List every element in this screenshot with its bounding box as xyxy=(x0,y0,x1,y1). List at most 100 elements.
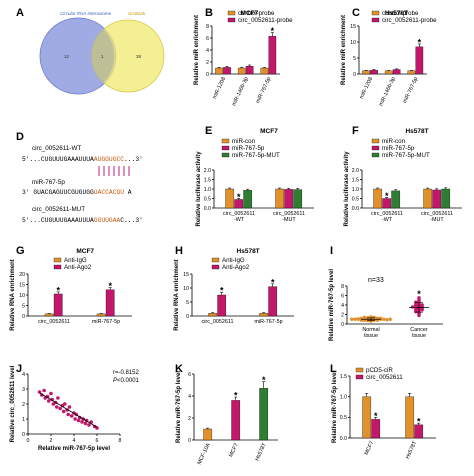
J-xlabel: Relative miR-767-5p level xyxy=(38,446,110,452)
C-ytick-label-3: 15 xyxy=(350,24,356,30)
I-ytick-label-2: 4 xyxy=(341,303,344,309)
G-bar-0-0 xyxy=(44,313,54,317)
I-star-1: * xyxy=(417,289,421,299)
K-ytick-label-1: 2 xyxy=(188,416,191,422)
I-point-0-28 xyxy=(385,318,389,322)
F-xtick-label-1-line-0: circ_0052611 xyxy=(421,211,453,217)
G-xtick-label-0-line-0: circ_0052611 xyxy=(38,319,70,325)
J-point-1 xyxy=(40,393,44,397)
E-ytick-label-2: 1.0 xyxy=(204,187,211,193)
B-legend-swatch-0 xyxy=(227,10,236,16)
H-star-1-1: * xyxy=(271,277,275,287)
panel-j-p-symbol: P xyxy=(113,378,117,384)
I-point-0-30 xyxy=(388,317,392,321)
K-bar-1-0 xyxy=(231,400,241,441)
I-point-0-26 xyxy=(362,315,367,320)
L-ytick-label-1: 0.5 xyxy=(340,415,347,421)
B-xtick-label-2: miR-767-5p xyxy=(255,76,272,104)
F-legend-label-1: miR-767-5p xyxy=(382,145,415,152)
J-point-10 xyxy=(54,405,59,409)
E-bar-1-0 xyxy=(275,188,285,209)
J-ytick-label-4: 4 xyxy=(22,372,25,378)
panel-j-p-value: <0.0001 xyxy=(117,378,140,384)
C-legend-swatch-1 xyxy=(371,17,380,23)
E-bar-0-2 xyxy=(243,190,253,209)
L-legend-label-0: pCD5-ciR xyxy=(366,367,393,374)
I-ytick-label-0: 0 xyxy=(341,322,344,328)
C-bar-1-1 xyxy=(392,69,401,75)
B-bar-0-0 xyxy=(215,67,223,75)
E-legend-label-1: miR-767-5p xyxy=(232,145,265,152)
L-ylabel: Relative miR-767-5p level xyxy=(332,371,338,443)
panel-j-p: P<0.0001 xyxy=(113,378,140,384)
F-xtick-label-1-line-1: -MUT xyxy=(430,217,444,223)
C-bar-1-0 xyxy=(384,70,393,75)
B-ytick-label-2: 4 xyxy=(206,48,209,54)
C-ylabel: Relative miR enrichment xyxy=(341,15,347,85)
F-legend-swatch-1 xyxy=(371,145,380,151)
F-ytick-label-1: 0.5 xyxy=(352,196,359,202)
I-xtick-label-0-line-1: tissue xyxy=(364,333,378,339)
panel-d: D circ_0052611-WT 5'...CUGUUUGAAAUUUAAUG… xyxy=(16,131,143,224)
F-legend-label-0: miR-con xyxy=(382,138,406,145)
G-legend-swatch-0 xyxy=(53,257,62,263)
J-point-7 xyxy=(50,397,54,402)
C-xtick-label-0: miR-1208 xyxy=(359,76,374,100)
B-bar-1-0 xyxy=(237,67,246,75)
H-ytick-label-2: 10 xyxy=(183,286,189,292)
G-ylabel: Relative RNA enrichment xyxy=(10,259,16,330)
J-ytick-label-2: 2 xyxy=(22,402,25,408)
H-star-0-1: * xyxy=(220,286,224,296)
E-bar-1-1 xyxy=(284,189,294,209)
G-ytick-label-3: 15 xyxy=(19,282,25,288)
J-point-6 xyxy=(49,391,53,396)
L-bar-0-1 xyxy=(371,419,381,439)
G-legend-label-0: Anti-IgG xyxy=(64,257,87,264)
wt-sequence: 5'...CUGUUUGAAAUUUAAUGGUGCC...3' xyxy=(22,156,143,163)
I-xtick-label-0: Normal tissue xyxy=(362,327,379,339)
chart-K: K 0 2 4 6 Relative miR-767-5p level MCF-10A * MC… xyxy=(175,363,278,466)
B-bar-2-1 xyxy=(268,36,277,75)
E-xtick-label-0-line-0: circ_0052611 xyxy=(223,211,255,217)
F-xtick-label-0-line-1: -WT xyxy=(382,217,393,223)
wt-name: circ_0052611-WT xyxy=(32,145,81,152)
F-legend-swatch-0 xyxy=(371,138,380,144)
F-legend-label-2: miR-767-5p-MUT xyxy=(382,152,430,159)
H-xtick-label-1: miR-767-5p xyxy=(254,319,282,325)
mirna-seq-prefix: 3' GUACGAGUUCGUGUGG xyxy=(22,189,94,196)
C-ytick-label-1: 5 xyxy=(353,56,356,62)
E-ylabel: Relative luciferase activity xyxy=(196,151,202,227)
K-xtick-label-2: Hs578T xyxy=(254,442,268,462)
panel-e-label: E xyxy=(205,125,212,137)
pairing-lines xyxy=(98,166,130,176)
E-xtick-label-1: circ_0052611 -MUT xyxy=(273,211,305,223)
H-xtick-label-0: circ_0052611 xyxy=(202,319,234,325)
I-point-1-32 xyxy=(420,303,424,307)
E-xtick-label-0: circ_0052611 -WT xyxy=(223,211,255,223)
G-xtick-label-1: miR-767-5p xyxy=(92,319,120,325)
B-bar-2-0 xyxy=(260,67,269,75)
E-legend-swatch-1 xyxy=(221,145,230,151)
G-bar-1-0 xyxy=(96,313,106,317)
C-bar-0-1 xyxy=(370,70,378,75)
B-ylabel: Relative miR enrichment xyxy=(194,15,200,85)
mut-seq-suffix: C...3' xyxy=(120,217,143,224)
F-ytick-label-3: 1.5 xyxy=(352,177,359,183)
F-bar-0-0 xyxy=(373,188,383,209)
G-title: MCF7 xyxy=(76,248,94,255)
panel-d-label: D xyxy=(16,131,24,143)
K-bar-0-0 xyxy=(203,428,213,441)
H-legend-label-1: Anti-Ago2 xyxy=(222,264,250,271)
H-ytick-label-0: 0 xyxy=(186,314,189,320)
L-legend-swatch-1 xyxy=(355,374,364,380)
venn-overlap xyxy=(90,29,115,83)
J-ylabel: Relative circ_0052611 level xyxy=(10,365,16,442)
panel-g-label: G xyxy=(16,245,25,257)
H-bar-0-0 xyxy=(208,313,218,317)
F-bar-1-1 xyxy=(432,189,442,209)
F-ytick-label-4: 2.0 xyxy=(352,168,359,174)
